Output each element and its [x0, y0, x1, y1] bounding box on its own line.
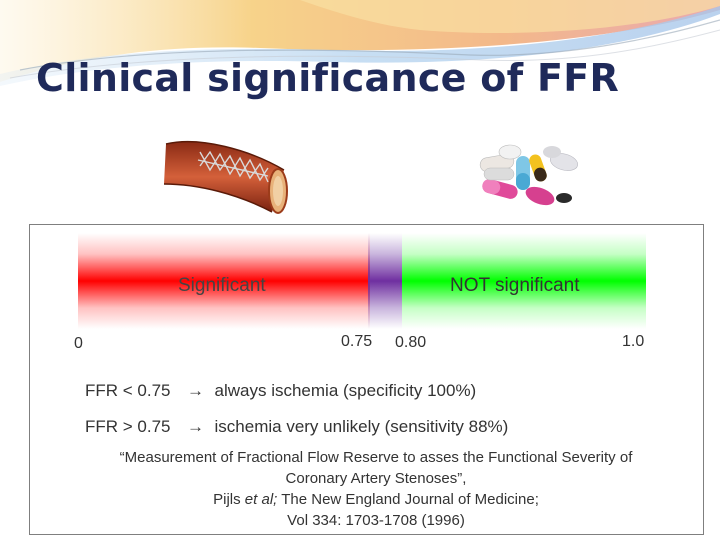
stent-artery-image	[163, 141, 288, 214]
citation-volume-line: Vol 334: 1703-1708 (1996)	[287, 512, 465, 529]
grey-zone	[368, 233, 402, 329]
significant-zone	[78, 233, 370, 329]
right-arrow-icon: →	[187, 417, 205, 436]
statement-result: always ischemia (specificity 100%)	[214, 381, 477, 400]
ffr-statement: FFR > 0.75 → ischemia very unlikely (sensi…	[85, 417, 508, 437]
statement-condition: FFR > 0.75	[85, 417, 171, 436]
citation-title-line: Coronary Artery Stenoses”,	[285, 470, 467, 487]
citation-author: Pijls	[213, 491, 245, 508]
tick-label: 0	[74, 335, 83, 352]
pills-image	[479, 144, 578, 206]
citation-author-line: Pijls et al; The New England Journal of …	[70, 489, 682, 510]
not-significant-label: NOT significant	[450, 275, 580, 296]
statement-condition: FFR < 0.75	[85, 381, 171, 400]
citation-etal: et al;	[244, 491, 278, 508]
slide-title: Clinical significance of FFR	[36, 56, 620, 100]
header-swoosh-decoration	[0, 0, 720, 86]
right-arrow-icon: →	[187, 381, 205, 400]
statement-result: ischemia very unlikely (sensitivity 88%)	[214, 417, 509, 436]
ffr-scale-bar: Significant NOT significant	[78, 233, 646, 329]
significant-label: Significant	[178, 275, 266, 296]
citation-journal: The New England Journal of Medicine;	[277, 491, 539, 508]
tick-label: 0.75	[341, 333, 373, 350]
tick-label: 1.0	[622, 333, 645, 350]
citation-title-line: “Measurement of Fractional Flow Reserve …	[119, 449, 633, 466]
citation: “Measurement of Fractional Flow Reserve …	[70, 447, 682, 531]
ffr-content-box: Significant NOT significant 0 0.75 0.80 …	[29, 224, 704, 535]
ffr-statement: FFR < 0.75 → always ischemia (specificity …	[85, 381, 476, 401]
tick-label: 0.80	[395, 334, 427, 351]
not-significant-zone	[402, 233, 646, 329]
